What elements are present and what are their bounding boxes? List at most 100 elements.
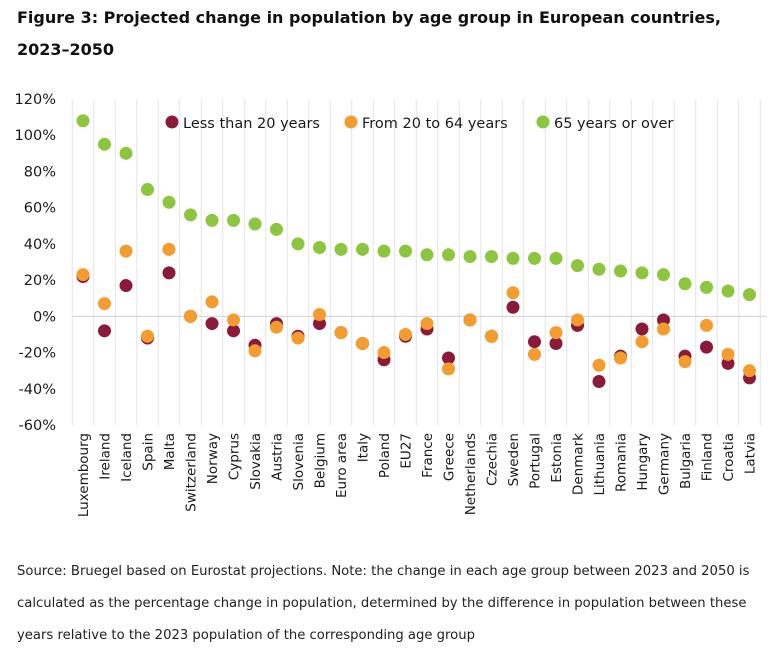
data-point xyxy=(721,284,735,298)
data-point xyxy=(657,322,670,336)
data-point xyxy=(592,358,606,372)
data-point xyxy=(270,320,283,334)
data-point xyxy=(356,337,369,350)
x-tick-label: Latvia xyxy=(743,433,759,474)
data-point xyxy=(313,241,326,255)
x-tick-label: Euro area xyxy=(334,433,350,498)
legend-marker xyxy=(344,115,358,129)
y-tick-label: 40% xyxy=(24,237,56,253)
data-point xyxy=(549,326,563,340)
data-point xyxy=(420,248,434,262)
data-points xyxy=(76,114,756,389)
data-point xyxy=(98,137,111,151)
data-point xyxy=(162,266,176,280)
data-point xyxy=(743,364,756,378)
data-point xyxy=(614,264,627,278)
data-point xyxy=(334,326,348,340)
x-tick-label: Poland xyxy=(377,433,393,478)
data-point xyxy=(227,213,240,227)
x-tick-label: Greece xyxy=(442,433,458,481)
legend-marker xyxy=(536,115,550,129)
x-tick-label: Bulgaria xyxy=(678,433,694,489)
data-point xyxy=(485,329,498,343)
y-tick-label: 0% xyxy=(33,309,56,325)
data-point xyxy=(291,237,305,251)
data-point xyxy=(549,337,563,350)
data-point xyxy=(162,195,176,209)
x-tick-label: Iceland xyxy=(119,433,135,482)
x-tick-label: Slovakia xyxy=(248,433,264,490)
data-point xyxy=(571,313,584,327)
x-tick-label: EU27 xyxy=(399,433,415,469)
data-point xyxy=(205,213,219,227)
data-point xyxy=(119,146,133,160)
x-tick-label: Finland xyxy=(700,433,716,481)
x-tick-label: Estonia xyxy=(549,433,565,483)
data-point xyxy=(442,351,455,365)
x-tick-label: Spain xyxy=(141,433,157,471)
x-tick-label: France xyxy=(420,433,436,478)
data-point xyxy=(635,266,649,280)
x-tick-label: Denmark xyxy=(571,433,587,495)
data-point xyxy=(98,297,111,311)
data-point xyxy=(549,251,563,265)
figure-title: Figure 3: Projected change in population… xyxy=(17,8,721,59)
data-point xyxy=(700,340,713,354)
data-point xyxy=(721,347,735,361)
data-point xyxy=(592,262,606,276)
legend-label: From 20 to 64 years xyxy=(362,116,508,132)
data-point xyxy=(313,317,326,331)
data-point xyxy=(270,222,283,236)
x-tick-label: Switzerland xyxy=(184,433,200,512)
data-point xyxy=(420,317,434,331)
x-tick-label: Netherlands xyxy=(463,433,479,515)
data-point xyxy=(162,242,176,256)
data-point xyxy=(356,242,369,256)
data-point xyxy=(678,277,692,291)
x-tick-label: Cyprus xyxy=(227,433,243,480)
data-point xyxy=(291,331,305,345)
data-point xyxy=(506,300,520,314)
data-point xyxy=(635,322,649,336)
legend-label: 65 years or over xyxy=(554,116,673,132)
data-point xyxy=(184,309,197,323)
data-point xyxy=(119,244,133,258)
data-point xyxy=(248,217,262,231)
y-tick-label: 20% xyxy=(24,273,56,289)
data-point xyxy=(485,250,498,264)
x-tick-label: Luxembourg xyxy=(76,433,92,517)
x-tick-label: Hungary xyxy=(635,433,651,491)
data-point xyxy=(635,335,649,349)
data-point xyxy=(119,279,133,293)
data-point xyxy=(141,183,154,197)
legend-marker xyxy=(165,115,179,129)
data-point xyxy=(76,268,90,282)
data-point xyxy=(506,251,520,265)
data-point xyxy=(463,313,477,327)
grid-lines xyxy=(71,99,766,425)
data-point xyxy=(721,356,735,370)
data-point xyxy=(377,244,391,258)
data-point xyxy=(313,308,326,322)
data-point xyxy=(227,324,240,338)
data-point xyxy=(141,329,154,343)
data-point xyxy=(442,248,455,262)
x-tick-label: Norway xyxy=(205,433,221,484)
data-point xyxy=(184,208,197,222)
x-tick-label: Germany xyxy=(657,433,673,495)
data-point xyxy=(528,335,541,349)
y-tick-label: -60% xyxy=(19,418,56,434)
data-point xyxy=(528,347,541,361)
data-point xyxy=(399,327,412,341)
x-tick-label: Czechia xyxy=(485,433,501,486)
data-point xyxy=(571,259,584,273)
y-tick-label: -40% xyxy=(19,382,56,398)
scatter-chart: -60% -40% -20% 0% 20% 40% 60% 80% 100% 120% Luxem… xyxy=(15,92,766,517)
data-point xyxy=(98,324,111,338)
data-point xyxy=(614,351,627,365)
legend-label: Less than 20 years xyxy=(183,116,320,132)
data-point xyxy=(528,251,541,265)
y-tick-label: 80% xyxy=(24,164,56,180)
source-note: Source: Bruegel based on Eurostat projec… xyxy=(17,564,750,643)
data-point xyxy=(678,355,692,369)
